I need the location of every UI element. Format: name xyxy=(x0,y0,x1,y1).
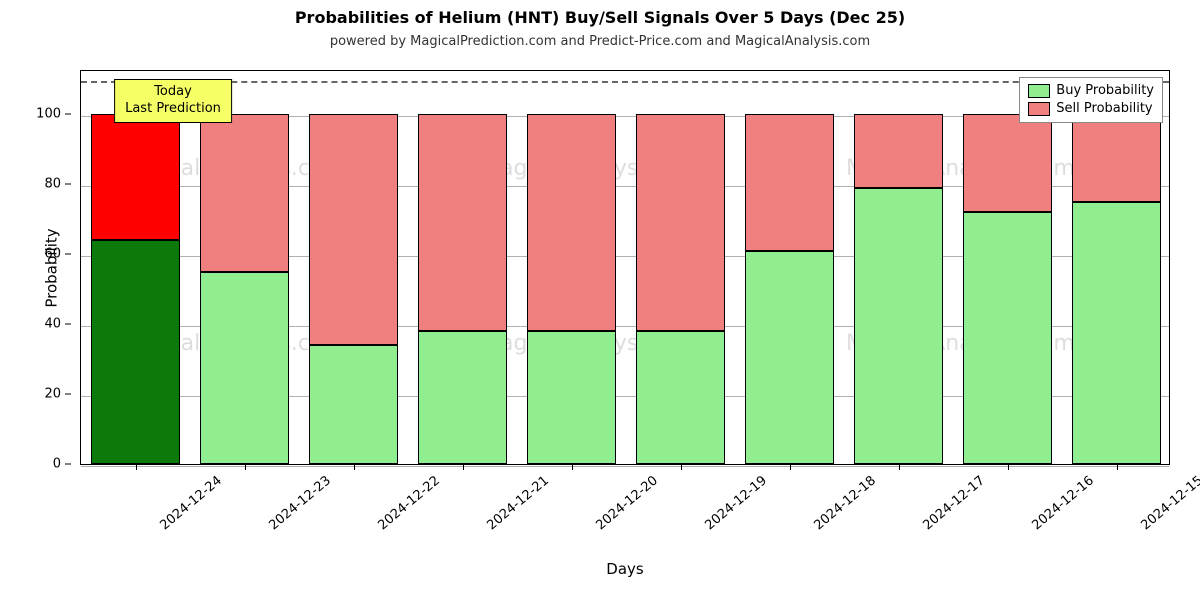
bar-sell xyxy=(745,114,834,250)
chart-subtitle: powered by MagicalPrediction.com and Pre… xyxy=(0,34,1200,49)
bar-sell xyxy=(963,114,1052,212)
x-tick-mark xyxy=(790,464,791,470)
bar-group xyxy=(854,114,943,464)
x-tick-mark xyxy=(354,464,355,470)
x-tick-mark xyxy=(245,464,246,470)
today-annotation: Today Last Prediction xyxy=(114,79,232,123)
bar-buy xyxy=(91,240,180,464)
bar-group xyxy=(1072,114,1161,464)
x-tick-mark xyxy=(136,464,137,470)
bar-buy xyxy=(527,331,616,464)
bar-buy xyxy=(636,331,725,464)
reference-dashed-line xyxy=(81,81,1169,83)
legend-item-sell: Sell Probability xyxy=(1028,100,1154,118)
annotation-line1: Today xyxy=(125,84,221,101)
x-tick-mark xyxy=(681,464,682,470)
y-tick-label: 0 xyxy=(53,457,81,472)
x-tick-mark xyxy=(1008,464,1009,470)
x-tick-label: 2024-12-16 xyxy=(1021,464,1096,533)
bar-sell xyxy=(636,114,725,331)
bar-sell xyxy=(200,114,289,271)
bar-buy xyxy=(418,331,507,464)
bar-buy xyxy=(200,272,289,464)
bar-group xyxy=(418,114,507,464)
bar-group xyxy=(527,114,616,464)
x-tick-label: 2024-12-22 xyxy=(367,464,442,533)
x-tick-mark xyxy=(463,464,464,470)
x-tick-mark xyxy=(899,464,900,470)
x-tick-label: 2024-12-21 xyxy=(476,464,551,533)
bar-buy xyxy=(745,251,834,464)
chart-title: Probabilities of Helium (HNT) Buy/Sell S… xyxy=(0,8,1200,27)
bar-group xyxy=(309,114,398,464)
x-tick-label: 2024-12-23 xyxy=(258,464,333,533)
bar-buy xyxy=(309,345,398,464)
y-tick-label: 100 xyxy=(36,107,81,122)
x-tick-mark xyxy=(572,464,573,470)
x-tick-mark xyxy=(1117,464,1118,470)
bar-sell xyxy=(1072,114,1161,201)
x-axis-label: Days xyxy=(606,560,643,578)
x-tick-label: 2024-12-24 xyxy=(149,464,224,533)
y-axis-label: Probability xyxy=(43,228,61,307)
bar-sell xyxy=(309,114,398,345)
bar-group xyxy=(963,114,1052,464)
x-tick-label: 2024-12-19 xyxy=(694,464,769,533)
legend-swatch-buy xyxy=(1028,84,1050,98)
y-tick-label: 80 xyxy=(44,177,81,192)
x-tick-label: 2024-12-17 xyxy=(912,464,987,533)
y-tick-label: 20 xyxy=(44,387,81,402)
x-tick-label: 2024-12-15 xyxy=(1130,464,1200,533)
annotation-line2: Last Prediction xyxy=(125,101,221,118)
bar-group xyxy=(636,114,725,464)
bar-buy xyxy=(963,212,1052,464)
plot-area: MagicalAnalysis.comMagicalAnalysis.comMa… xyxy=(80,70,1170,465)
bar-sell xyxy=(854,114,943,187)
legend-label-buy: Buy Probability xyxy=(1056,82,1154,100)
legend-label-sell: Sell Probability xyxy=(1056,100,1152,118)
y-tick-label: 40 xyxy=(44,317,81,332)
legend-item-buy: Buy Probability xyxy=(1028,82,1154,100)
bar-group xyxy=(200,114,289,464)
x-tick-label: 2024-12-20 xyxy=(585,464,660,533)
legend: Buy Probability Sell Probability xyxy=(1019,77,1163,123)
x-tick-label: 2024-12-18 xyxy=(803,464,878,533)
bar-sell xyxy=(91,114,180,240)
bar-group xyxy=(91,114,180,464)
bar-buy xyxy=(854,188,943,464)
chart-root: Probabilities of Helium (HNT) Buy/Sell S… xyxy=(0,0,1200,600)
bar-sell xyxy=(527,114,616,331)
bar-sell xyxy=(418,114,507,331)
bar-group xyxy=(745,114,834,464)
bar-buy xyxy=(1072,202,1161,464)
legend-swatch-sell xyxy=(1028,102,1050,116)
